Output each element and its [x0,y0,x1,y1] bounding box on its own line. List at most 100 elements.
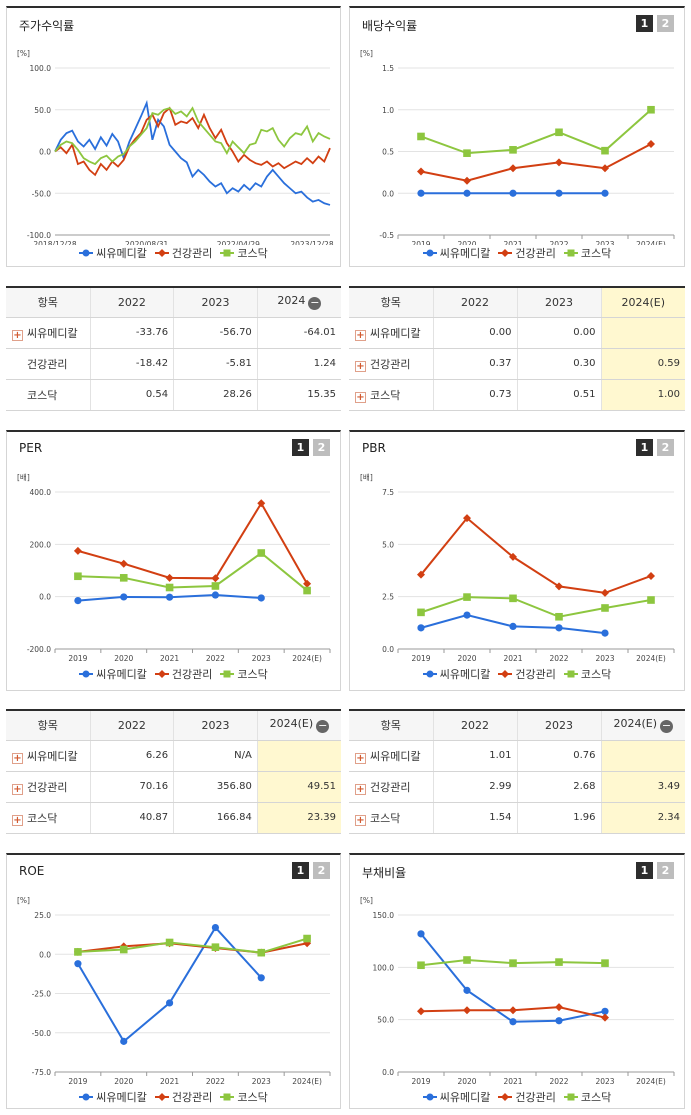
series-kosdaq-point-4 [257,948,266,957]
table-row: + 코스닥 1.54 1.96 2.34 [349,802,685,834]
series-healthcare-point-0 [73,546,82,555]
legend-item[interactable]: 씨유메디칼 [79,666,147,682]
series-healthcare-point-0 [417,1007,425,1016]
column-header-label: 2024 [277,294,306,308]
legend-item[interactable]: 씨유메디칼 [422,1089,490,1105]
legend-item[interactable]: 코스닥 [563,1089,611,1105]
series-ssiyumedical-point-0 [74,960,82,968]
series-kosdaq-point-4 [601,959,609,967]
column-header-label: 2022 [117,718,146,732]
series-kosdaq-point-1 [463,593,471,601]
series-healthcare-line [54,106,331,177]
series-ssiyumedical-point-3 [555,189,563,197]
column-header: 항목 [349,286,433,318]
expand-plus-icon[interactable]: + [12,752,23,764]
row-label: 건강관리 [27,357,68,371]
legend-item[interactable]: 건강관리 [154,1089,212,1105]
diamond-marker-icon [154,249,169,257]
table-cell [600,740,685,772]
series-ssiyumedical-point-4 [257,974,265,982]
column-header: 2023 [516,709,601,741]
period-2-button[interactable]: 2 [657,439,674,456]
x-tick-label: 2022/04/29 [217,240,260,245]
expand-plus-icon[interactable]: + [355,814,366,826]
legend-item[interactable]: 코스닥 [220,1089,268,1105]
table-row: + 건강관리 0.37 0.30 0.59 [349,348,685,380]
table-cell: 0.30 [516,348,601,380]
legend-item[interactable]: 건강관리 [498,666,556,682]
legend-item[interactable]: 코스닥 [563,666,611,682]
series-ssiyumedical-point-4 [257,594,265,602]
row-label-cell: + 건강관리 [6,771,90,803]
legend-item[interactable]: 코스닥 [220,666,268,682]
expand-plus-icon[interactable]: + [355,391,366,403]
series-kosdaq-point-4 [601,146,609,155]
expand-plus-icon[interactable]: + [12,783,23,795]
legend-item[interactable]: 씨유메디칼 [79,1089,147,1105]
row-label-cell: + 씨유메디칼 [349,317,433,349]
legend-item[interactable]: 씨유메디칼 [422,666,490,682]
expand-plus-icon[interactable]: + [355,783,366,795]
expand-plus-icon[interactable]: + [355,360,366,372]
legend-item[interactable]: 씨유메디칼 [79,245,147,261]
unit-label: [배] [360,473,373,482]
table-header-row: 항목 2022 2023 2024(E) − [6,709,341,741]
period-1-button[interactable]: 1 [636,15,653,32]
period-2-button[interactable]: 2 [657,15,674,32]
legend-item[interactable]: 코스닥 [220,245,268,261]
expand-plus-icon[interactable]: + [12,329,23,341]
chart-title: 배당수익률 [362,19,418,33]
x-tick-label: 2022 [549,654,568,663]
expand-plus-icon[interactable]: + [355,329,366,341]
period-1-button[interactable]: 1 [636,862,653,879]
series-ssiyumedical-point-1 [120,593,128,601]
table-header-row: 항목 2022 2023 2024− [6,286,341,318]
collapse-icon[interactable]: − [316,719,330,734]
collapse-icon[interactable]: − [308,296,322,311]
series-healthcare-line [420,143,652,182]
column-header: 2024− [256,286,341,318]
column-header: 2024(E) [600,286,685,318]
x-tick-label: 2023 [595,654,614,663]
row-label: 코스닥 [370,388,401,402]
y-tick-label: 0.5 [382,148,394,157]
row-label: 씨유메디칼 [370,326,421,340]
series-healthcare-point-5 [303,579,312,588]
unit-label: [%] [360,49,373,58]
series-kosdaq-point-0 [417,961,425,970]
column-header-label: 2023 [201,295,230,309]
x-tick-label: 2018/12/28 [33,240,76,245]
period-1-button[interactable]: 1 [636,439,653,456]
table-cell: 2.68 [516,771,601,803]
y-tick-label: 1.0 [382,106,394,115]
period-1-button[interactable]: 1 [292,862,309,879]
period-2-button[interactable]: 2 [313,862,330,879]
expand-plus-icon[interactable]: + [355,752,366,764]
column-header-label: 2022 [461,718,489,732]
series-ssiyumedical-point-1 [463,986,471,994]
legend-item[interactable]: 건강관리 [498,245,556,261]
expand-plus-icon[interactable]: + [12,814,23,826]
period-2-button[interactable]: 2 [313,439,330,456]
column-header: 2023 [173,286,258,318]
legend-item[interactable]: 씨유메디칼 [422,245,490,261]
legend-item[interactable]: 건강관리 [498,1089,556,1105]
legend-item[interactable]: 건강관리 [154,666,212,682]
row-label: 씨유메디칼 [27,326,78,340]
legend-item[interactable]: 코스닥 [563,245,611,261]
period-1-button[interactable]: 1 [292,439,309,456]
legend-item[interactable]: 건강관리 [154,245,212,261]
chart-pbr: [배] 7.5 5.0 2.5 0.0 2019 2020 2021 2022 2023 2024(… [360,473,675,663]
series-kosdaq-point-0 [417,132,425,141]
table-cell: 2.99 [432,771,517,803]
series-healthcare-point-3 [555,1003,563,1012]
series-ssiyumedical-point-3 [555,624,563,632]
series-ssiyumedical-point-3 [211,591,220,599]
series-healthcare-point-1 [463,1006,471,1015]
table-cell: 1.96 [516,802,601,834]
y-tick-label: 0.0 [39,593,51,602]
collapse-icon[interactable]: − [660,719,674,734]
period-2-button[interactable]: 2 [657,862,674,879]
table-cell: -56.70 [173,317,258,349]
